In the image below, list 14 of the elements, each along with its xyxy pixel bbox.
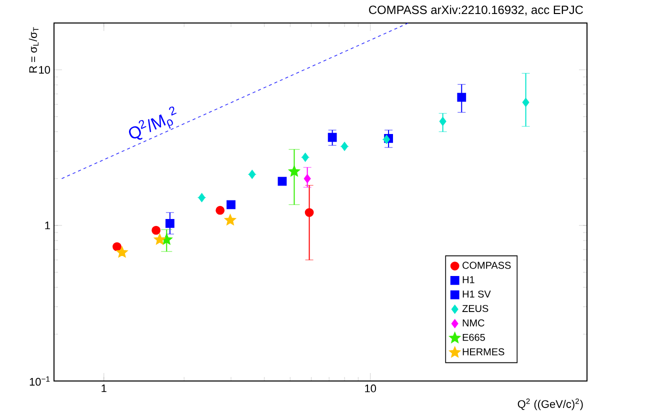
legend-label: HERMES	[462, 348, 504, 356]
y-tick-label: 1	[45, 222, 50, 230]
legend-label: ZEUS	[462, 304, 488, 312]
legend-label: COMPASS	[462, 262, 511, 269]
y-tick-label: 10$^{−1}$	[30, 376, 50, 386]
legend-label: E665	[462, 334, 485, 341]
legend-label: H1	[462, 276, 474, 284]
chart-title: COMPASS arXiv:2210.16932, acc EPJC	[369, 5, 584, 16]
legend-label: H1 SV	[462, 290, 491, 298]
y-axis-title: R = σ$_{L}$/σ$_{T}$	[28, 27, 38, 73]
y-tick-label: 10	[39, 66, 50, 74]
x-axis-title: Q$^{2}$ ((GeV/c)$^{2}$)	[518, 398, 583, 410]
annotation: Q$^{2}$/M$_{ρ}$2	[128, 106, 177, 140]
legend-label: NMC	[462, 319, 484, 326]
